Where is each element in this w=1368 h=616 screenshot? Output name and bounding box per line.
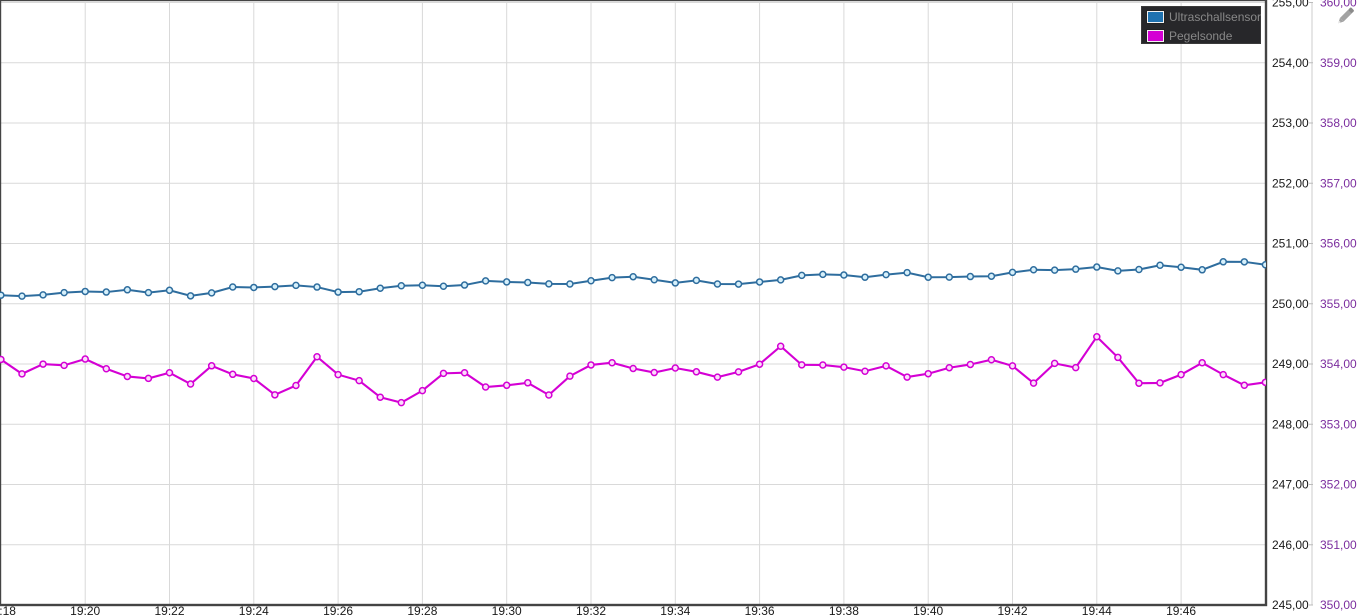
svg-text:357,00: 357,00 <box>1320 176 1357 190</box>
svg-text:19:22: 19:22 <box>154 604 184 616</box>
svg-text:19:28: 19:28 <box>407 604 437 616</box>
svg-text:19:44: 19:44 <box>1082 604 1112 616</box>
svg-text:350,00: 350,00 <box>1320 598 1357 612</box>
svg-text:250,00: 250,00 <box>1272 297 1309 311</box>
svg-text:356,00: 356,00 <box>1320 237 1357 251</box>
svg-text:252,00: 252,00 <box>1272 176 1309 190</box>
svg-text:19:42: 19:42 <box>997 604 1027 616</box>
svg-text:19:38: 19:38 <box>829 604 859 616</box>
svg-text:352,00: 352,00 <box>1320 478 1357 492</box>
svg-text:19:46: 19:46 <box>1166 604 1196 616</box>
svg-text:253,00: 253,00 <box>1272 116 1309 130</box>
svg-text:255,00: 255,00 <box>1272 0 1309 10</box>
svg-text:355,00: 355,00 <box>1320 297 1357 311</box>
svg-text:351,00: 351,00 <box>1320 538 1357 552</box>
svg-text:359,00: 359,00 <box>1320 56 1357 70</box>
svg-text:19:24: 19:24 <box>239 604 269 616</box>
svg-text:353,00: 353,00 <box>1320 417 1357 431</box>
svg-text:19:26: 19:26 <box>323 604 353 616</box>
svg-text:19:32: 19:32 <box>576 604 606 616</box>
svg-text:248,00: 248,00 <box>1272 417 1309 431</box>
svg-text:354,00: 354,00 <box>1320 357 1357 371</box>
svg-text:19:40: 19:40 <box>913 604 943 616</box>
svg-text:19:36: 19:36 <box>745 604 775 616</box>
svg-text:246,00: 246,00 <box>1272 538 1309 552</box>
svg-text:245,00: 245,00 <box>1272 598 1309 612</box>
svg-text:247,00: 247,00 <box>1272 478 1309 492</box>
svg-text:249,00: 249,00 <box>1272 357 1309 371</box>
svg-text:251,00: 251,00 <box>1272 237 1309 251</box>
svg-text:358,00: 358,00 <box>1320 116 1357 130</box>
svg-text:19:20: 19:20 <box>70 604 100 616</box>
svg-text:19:30: 19:30 <box>492 604 522 616</box>
svg-text:19:18: 19:18 <box>0 604 16 616</box>
svg-text:19:34: 19:34 <box>660 604 690 616</box>
svg-text:254,00: 254,00 <box>1272 56 1309 70</box>
